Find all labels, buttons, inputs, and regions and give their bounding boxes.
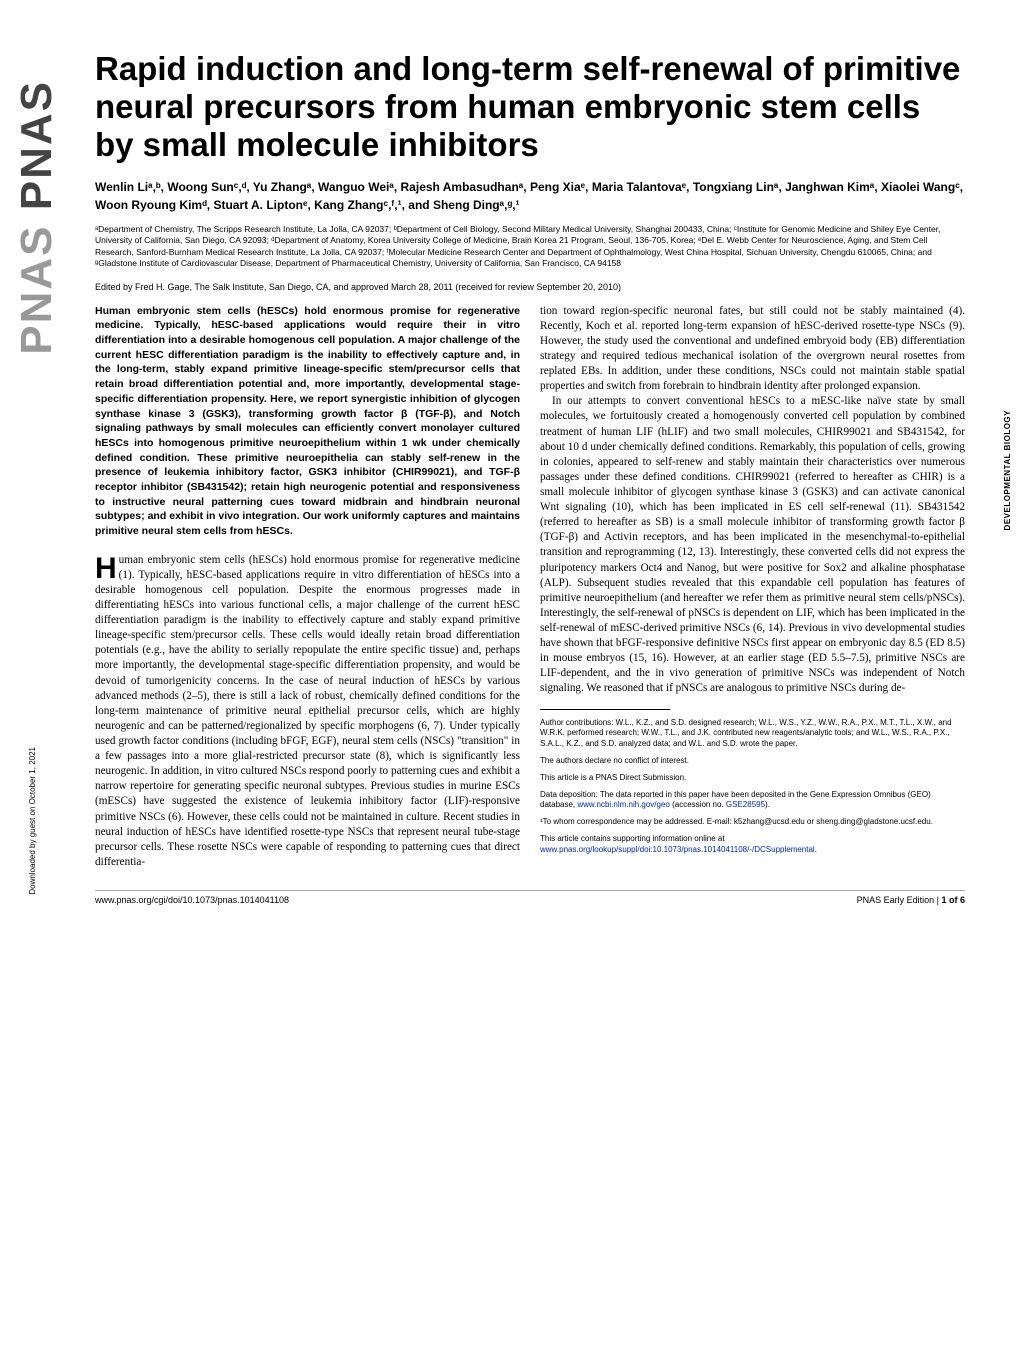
footer-doi: www.pnas.org/cgi/doi/10.1073/pnas.101404… (95, 895, 289, 905)
footer-page-number: PNAS Early Edition | 1 of 6 (857, 895, 965, 905)
footnotes: Author contributions: W.L., K.Z., and S.… (540, 709, 965, 856)
supplemental-info: This article contains supporting informa… (540, 834, 965, 856)
body-p2: tion toward region-specific neuronal fat… (540, 304, 965, 395)
accession-link[interactable]: GSE28595 (726, 800, 765, 809)
right-column: tion toward region-specific neuronal fat… (540, 304, 965, 870)
data-deposition: Data deposition: The data reported in th… (540, 790, 965, 812)
dropcap: H (95, 553, 119, 582)
edited-by: Edited by Fred H. Gage, The Salk Institu… (95, 282, 965, 292)
article-title: Rapid induction and long-term self-renew… (95, 50, 965, 164)
left-column: Human embryonic stem cells (hESCs) hold … (95, 304, 520, 870)
pnas-logo-sidebar: PNAS PNAS (12, 80, 62, 355)
two-column-layout: Human embryonic stem cells (hESCs) hold … (95, 304, 965, 870)
abstract: Human embryonic stem cells (hESCs) hold … (95, 304, 520, 539)
pnas-logo-solid: PNAS (12, 80, 61, 210)
author-contributions: Author contributions: W.L., K.Z., and S.… (540, 718, 965, 750)
body-p1: uman embryonic stem cells (hESCs) hold e… (95, 554, 520, 868)
supplemental-link[interactable]: www.pnas.org/lookup/suppl/doi:10.1073/pn… (540, 845, 815, 854)
author-list: Wenlin Liᵃ,ᵇ, Woong Sunᶜ,ᵈ, Yu Zhangᵃ, W… (95, 178, 965, 214)
category-label: DEVELOPMENTAL BIOLOGY (1003, 410, 1012, 530)
body-p3: In our attempts to convert conventional … (540, 394, 965, 696)
body-text-left: Human embryonic stem cells (hESCs) hold … (95, 553, 520, 870)
download-note: Downloaded by guest on October 1, 2021 (28, 747, 37, 895)
correspondence: ¹To whom correspondence may be addressed… (540, 817, 965, 828)
page-footer: www.pnas.org/cgi/doi/10.1073/pnas.101404… (95, 890, 965, 905)
footnote-separator (540, 709, 670, 710)
geo-link[interactable]: www.ncbi.nlm.nih.gov/geo (577, 800, 670, 809)
affiliations: ᵃDepartment of Chemistry, The Scripps Re… (95, 224, 965, 270)
body-text-right: tion toward region-specific neuronal fat… (540, 304, 965, 697)
pnas-logo-outline: PNAS (12, 224, 61, 354)
direct-submission: This article is a PNAS Direct Submission… (540, 773, 965, 784)
conflict-statement: The authors declare no conflict of inter… (540, 756, 965, 767)
